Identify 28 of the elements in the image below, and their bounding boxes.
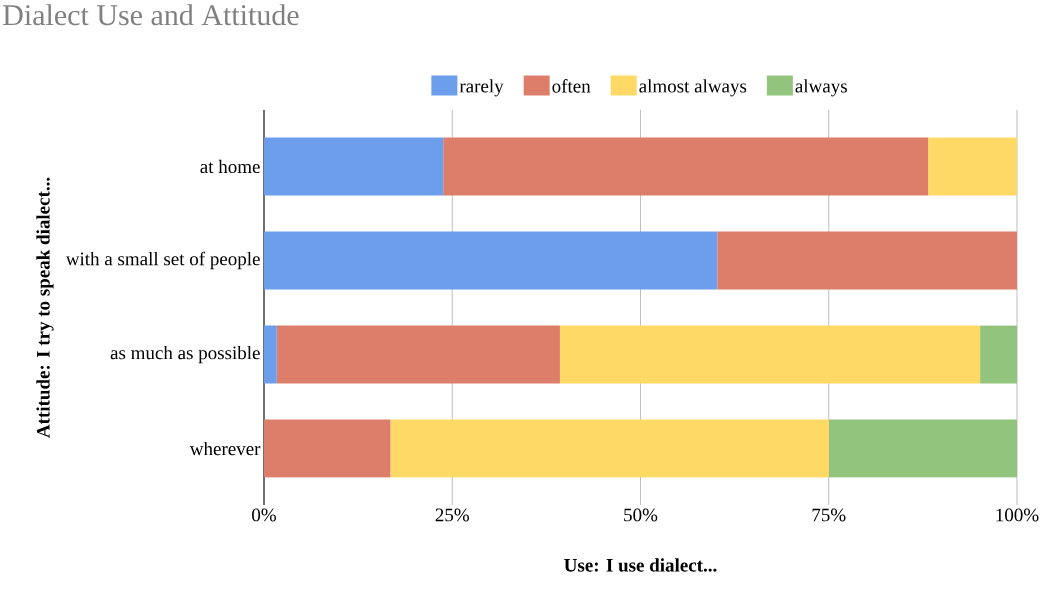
bar: [264, 325, 277, 384]
bar: [717, 231, 1017, 290]
x-tick-label: 25%: [435, 508, 469, 522]
bar: [828, 419, 1017, 478]
bar: [443, 137, 929, 196]
legend-label: often: [552, 79, 591, 93]
chart-title: Dialect Use and Attitude: [3, 4, 299, 26]
y-tick-label: at home: [200, 159, 260, 174]
bar: [928, 137, 1017, 196]
bar: [264, 231, 718, 290]
bar: [276, 325, 560, 384]
legend-label: rarely: [459, 79, 504, 97]
bar: [264, 137, 444, 196]
legend-label: always: [795, 79, 847, 97]
x-tick-label: 0%: [252, 508, 277, 522]
legend-label: almost always: [639, 79, 747, 97]
bar: [264, 419, 391, 478]
x-tick-label: 100%: [996, 508, 1039, 522]
y-tick-label: wherever: [189, 441, 261, 456]
x-axis-title: Use: I use dialect...: [564, 558, 717, 572]
y-tick-label: as much as possible: [110, 345, 260, 364]
bar: [390, 419, 829, 478]
y-tick-label: with a small set of people: [65, 251, 260, 270]
bar: [559, 325, 981, 384]
y-axis-title: Attitude: I try to speak dialect...: [36, 177, 54, 438]
bar: [980, 325, 1017, 384]
x-tick-label: 50%: [624, 508, 658, 522]
x-tick-label: 75%: [812, 508, 846, 522]
